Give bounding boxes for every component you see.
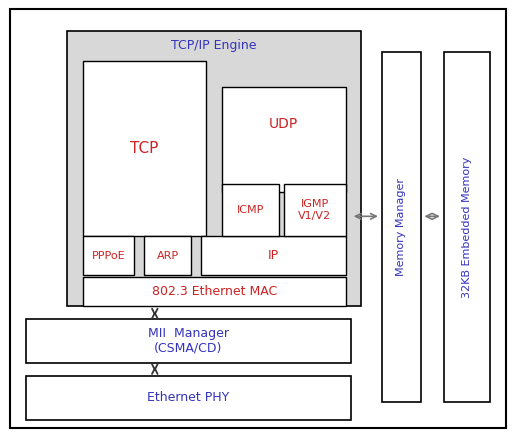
- Text: ARP: ARP: [157, 251, 179, 260]
- Bar: [67, 31, 361, 306]
- Bar: [222, 87, 346, 192]
- Bar: [201, 236, 346, 275]
- Text: PPPoE: PPPoE: [91, 251, 125, 260]
- Bar: [83, 277, 346, 306]
- Text: UDP: UDP: [269, 117, 298, 131]
- Text: 32KB Embedded Memory: 32KB Embedded Memory: [462, 156, 472, 298]
- Bar: [382, 52, 421, 402]
- Bar: [83, 61, 206, 236]
- Bar: [26, 376, 351, 420]
- Text: Ethernet PHY: Ethernet PHY: [147, 391, 230, 404]
- Text: TCP: TCP: [131, 141, 158, 156]
- Bar: [83, 236, 134, 275]
- Bar: [144, 236, 191, 275]
- Text: 802.3 Ethernet MAC: 802.3 Ethernet MAC: [152, 285, 277, 298]
- Bar: [26, 319, 351, 363]
- Text: IP: IP: [268, 249, 279, 262]
- Text: ICMP: ICMP: [236, 205, 264, 215]
- Text: MII  Manager
(CSMA/CD): MII Manager (CSMA/CD): [148, 327, 229, 355]
- Bar: [284, 184, 346, 236]
- Bar: [444, 52, 490, 402]
- Text: Memory Manager: Memory Manager: [396, 178, 406, 276]
- Text: IGMP
V1/V2: IGMP V1/V2: [298, 199, 331, 221]
- Bar: [222, 184, 279, 236]
- Text: TCP/IP Engine: TCP/IP Engine: [171, 39, 257, 52]
